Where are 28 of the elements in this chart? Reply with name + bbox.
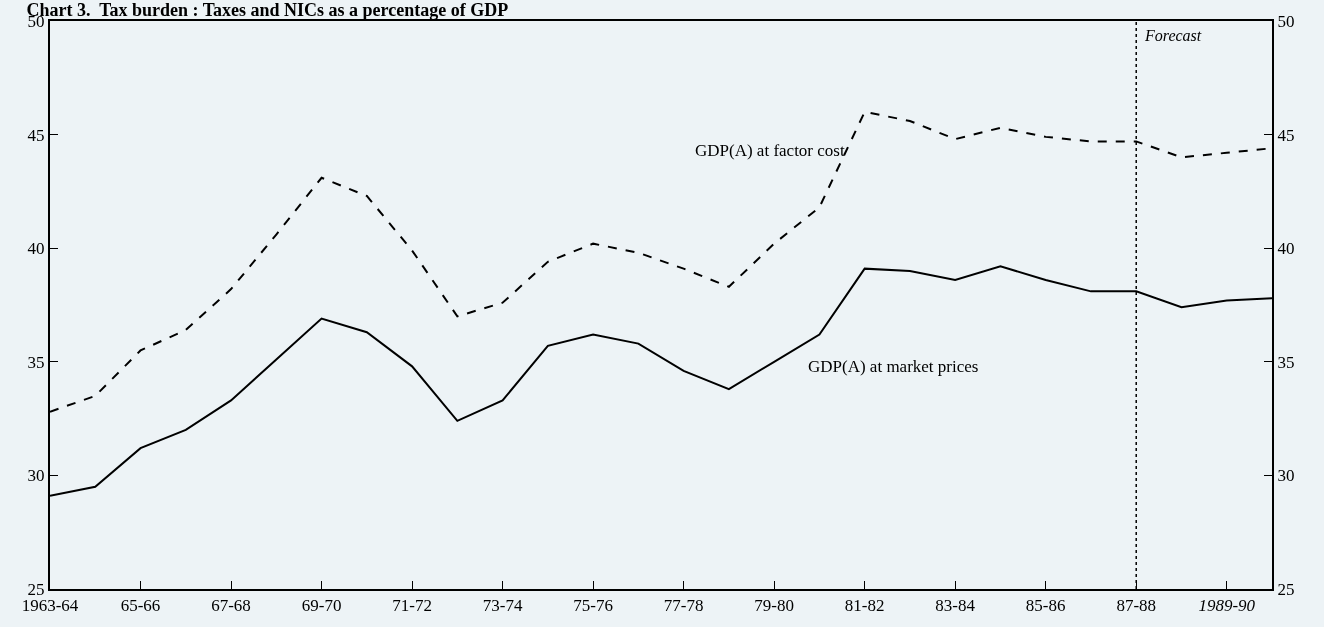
x-tick-label: 71-72 <box>392 596 432 616</box>
y2-tick-label: 30 <box>1277 466 1295 486</box>
x-tick-label: 67-68 <box>211 596 251 616</box>
x-tick-label: 69-70 <box>301 596 342 616</box>
y2-tick-label: 40 <box>1277 239 1295 259</box>
series-label: GDP(A) at factor cost <box>695 141 845 160</box>
x-tick-label: 81-82 <box>844 596 885 616</box>
x-tick-label: 77-78 <box>663 596 704 616</box>
y-tick-label: 45 <box>27 125 45 145</box>
x-tick-label: 87-88 <box>1116 596 1157 616</box>
y2-tick-label: 35 <box>1277 352 1295 372</box>
y-tick-label: 35 <box>27 352 45 372</box>
y2-tick-label: 45 <box>1277 125 1295 145</box>
x-tick-label: 65-66 <box>120 596 161 616</box>
y2-tick-label: 50 <box>1277 11 1295 31</box>
x-tick-label: 85-86 <box>1025 596 1066 616</box>
y-tick-label: 30 <box>27 466 45 486</box>
x-tick-label: 73-74 <box>482 596 523 616</box>
ref-line-label: Forecast <box>1144 27 1202 44</box>
y-tick-label: 40 <box>27 239 45 259</box>
series-label: GDP(A) at market prices <box>808 357 979 376</box>
y-tick-label: 25 <box>27 579 45 599</box>
x-tick-label: 1989-90 <box>1198 596 1256 616</box>
x-tick-label: 75-76 <box>573 596 613 616</box>
y2-tick-label: 25 <box>1277 579 1295 599</box>
x-tick-label: 83-84 <box>935 596 976 616</box>
x-tick-label: 79-80 <box>754 596 794 616</box>
x-tick-label: 1963-64 <box>21 596 79 616</box>
